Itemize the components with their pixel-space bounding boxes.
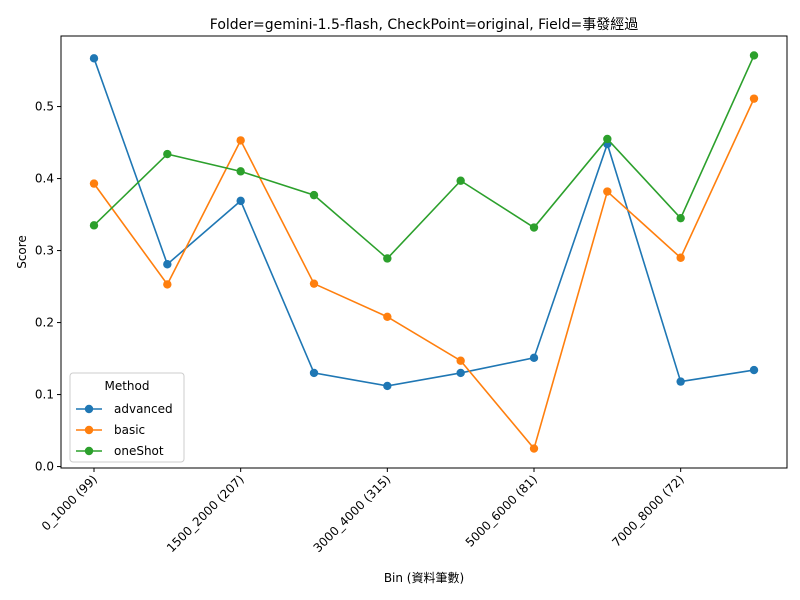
data-point xyxy=(236,167,244,175)
data-point xyxy=(676,377,684,385)
x-tick-label: 3000_4000 (315) xyxy=(311,472,394,555)
data-point xyxy=(383,382,391,390)
series-advanced xyxy=(90,54,758,390)
data-point xyxy=(750,366,758,374)
data-point xyxy=(310,369,318,377)
data-point xyxy=(383,254,391,262)
legend-title: Method xyxy=(104,379,149,393)
data-point xyxy=(676,214,684,222)
data-point xyxy=(310,191,318,199)
y-tick-label: 0.5 xyxy=(35,100,54,114)
data-point xyxy=(530,223,538,231)
data-point xyxy=(603,187,611,195)
data-point xyxy=(163,150,171,158)
y-axis: 0.0 0.1 0.2 0.3 0.4 0.5 xyxy=(35,100,61,474)
series-oneShot xyxy=(90,51,758,262)
series-basic xyxy=(90,94,758,452)
x-tick-label: 5000_6000 (81) xyxy=(463,472,540,549)
legend: Method advanced basic oneShot xyxy=(70,373,184,462)
y-tick-label: 0.1 xyxy=(35,388,54,402)
x-tick-label: 0_1000 (99) xyxy=(39,472,100,533)
y-tick-label: 0.4 xyxy=(35,172,54,186)
legend-label: basic xyxy=(114,423,145,437)
y-axis-label: Score xyxy=(15,235,29,269)
legend-marker xyxy=(85,447,93,455)
series-line xyxy=(94,55,754,258)
data-point xyxy=(236,197,244,205)
y-tick-label: 0.0 xyxy=(35,460,54,474)
x-axis-label: Bin (資料筆數) xyxy=(384,571,464,585)
x-tick-label: 1500_2000 (207) xyxy=(164,472,247,555)
plot-area xyxy=(90,51,758,453)
data-point xyxy=(750,51,758,59)
legend-marker xyxy=(85,426,93,434)
data-point xyxy=(90,54,98,62)
series-line xyxy=(94,99,754,449)
data-point xyxy=(456,357,464,365)
x-tick-label: 7000_8000 (72) xyxy=(609,472,686,549)
data-point xyxy=(163,280,171,288)
data-point xyxy=(90,221,98,229)
series-line xyxy=(94,58,754,386)
legend-label: oneShot xyxy=(114,444,164,458)
data-point xyxy=(310,279,318,287)
chart-title: Folder=gemini-1.5-flash, CheckPoint=orig… xyxy=(210,17,638,33)
data-point xyxy=(456,177,464,185)
data-point xyxy=(456,369,464,377)
data-point xyxy=(90,179,98,187)
y-tick-label: 0.2 xyxy=(35,316,54,330)
data-point xyxy=(750,94,758,102)
data-point xyxy=(676,254,684,262)
y-tick-label: 0.3 xyxy=(35,244,54,258)
data-point xyxy=(163,260,171,268)
data-point xyxy=(530,444,538,452)
legend-label: advanced xyxy=(114,402,173,416)
data-point xyxy=(236,136,244,144)
data-point xyxy=(603,135,611,143)
legend-marker xyxy=(85,405,93,413)
data-point xyxy=(383,313,391,321)
data-point xyxy=(530,354,538,362)
x-axis: 0_1000 (99) 1500_2000 (207) 3000_4000 (315… xyxy=(39,468,687,555)
